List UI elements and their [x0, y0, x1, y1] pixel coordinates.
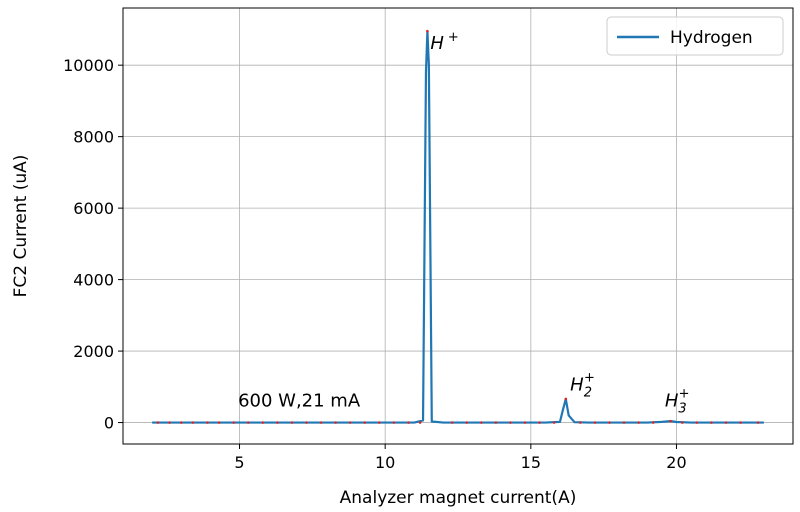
sample-point — [392, 421, 396, 424]
sample-point — [681, 421, 684, 424]
y-tick-label: 6000 — [73, 199, 114, 218]
sample-point — [710, 421, 713, 424]
annot-h3-plus: H3+ — [665, 386, 690, 416]
sample-point — [246, 421, 250, 424]
x-ticks: 5 10 15 20 — [234, 444, 687, 472]
sample-point — [494, 421, 498, 424]
sample-point — [622, 421, 626, 424]
annotations: H + H2+ H3+ — [430, 30, 689, 416]
y-ticks: 0 2000 4000 6000 8000 10000 — [63, 56, 123, 433]
sample-point — [261, 421, 265, 424]
sample-point — [206, 421, 209, 424]
sample-point — [407, 421, 410, 424]
sample-point — [276, 421, 279, 424]
sample-point — [465, 421, 469, 424]
sample-point — [651, 421, 655, 424]
sample-point — [695, 421, 699, 424]
sample-point — [579, 421, 582, 424]
plot-frame — [122, 7, 794, 445]
sample-point — [669, 419, 672, 423]
sample-point — [232, 421, 235, 424]
sample-points — [156, 29, 760, 424]
sample-point — [217, 421, 221, 424]
legend-label-hydrogen: Hydrogen — [670, 28, 753, 48]
sample-point — [608, 421, 611, 424]
sample-point — [418, 421, 422, 424]
series-line-hydrogen — [152, 30, 764, 424]
sample-point — [363, 421, 367, 424]
y-tick-label: 8000 — [73, 128, 114, 147]
sample-point — [552, 421, 556, 424]
sample-point — [739, 421, 742, 424]
x-tick-label: 15 — [521, 453, 541, 472]
sample-point — [724, 421, 728, 424]
y-tick-label: 4000 — [73, 271, 114, 290]
y-tick-label: 10000 — [63, 56, 114, 75]
sample-point — [593, 421, 597, 424]
y-tick-label: 0 — [104, 414, 114, 433]
condition-note: 600 W,21 mA — [238, 390, 361, 411]
sample-point — [290, 421, 294, 424]
annot-h-plus: H + — [430, 30, 458, 54]
sample-point — [334, 421, 337, 424]
sample-point — [523, 421, 527, 424]
sample-point — [305, 421, 308, 424]
series-layer — [152, 30, 764, 424]
x-tick-label: 10 — [375, 453, 395, 472]
sample-point — [168, 421, 171, 424]
annot-h2-plus: H2+ — [570, 370, 595, 400]
sample-point — [637, 421, 640, 424]
x-tick-label: 20 — [666, 453, 686, 472]
sample-point — [480, 421, 483, 424]
sample-point — [319, 421, 323, 424]
sample-point — [564, 397, 568, 401]
sample-point — [378, 421, 381, 424]
legend-box — [606, 16, 784, 56]
y-tick-label: 2000 — [73, 342, 114, 361]
sample-point — [426, 29, 429, 33]
sample-point — [191, 421, 195, 424]
y-axis-label: FC2 Current (uA) — [11, 155, 31, 298]
x-tick-label: 5 — [234, 453, 244, 472]
sample-point — [756, 421, 760, 424]
sample-point — [450, 421, 454, 424]
x-axis-label: Analyzer magnet current(A) — [340, 488, 577, 508]
legend[interactable]: Hydrogen — [606, 16, 784, 56]
sample-point — [179, 421, 183, 424]
sample-point — [538, 421, 541, 424]
sample-point — [156, 421, 160, 424]
sample-point — [348, 421, 352, 424]
sample-point — [509, 421, 512, 424]
